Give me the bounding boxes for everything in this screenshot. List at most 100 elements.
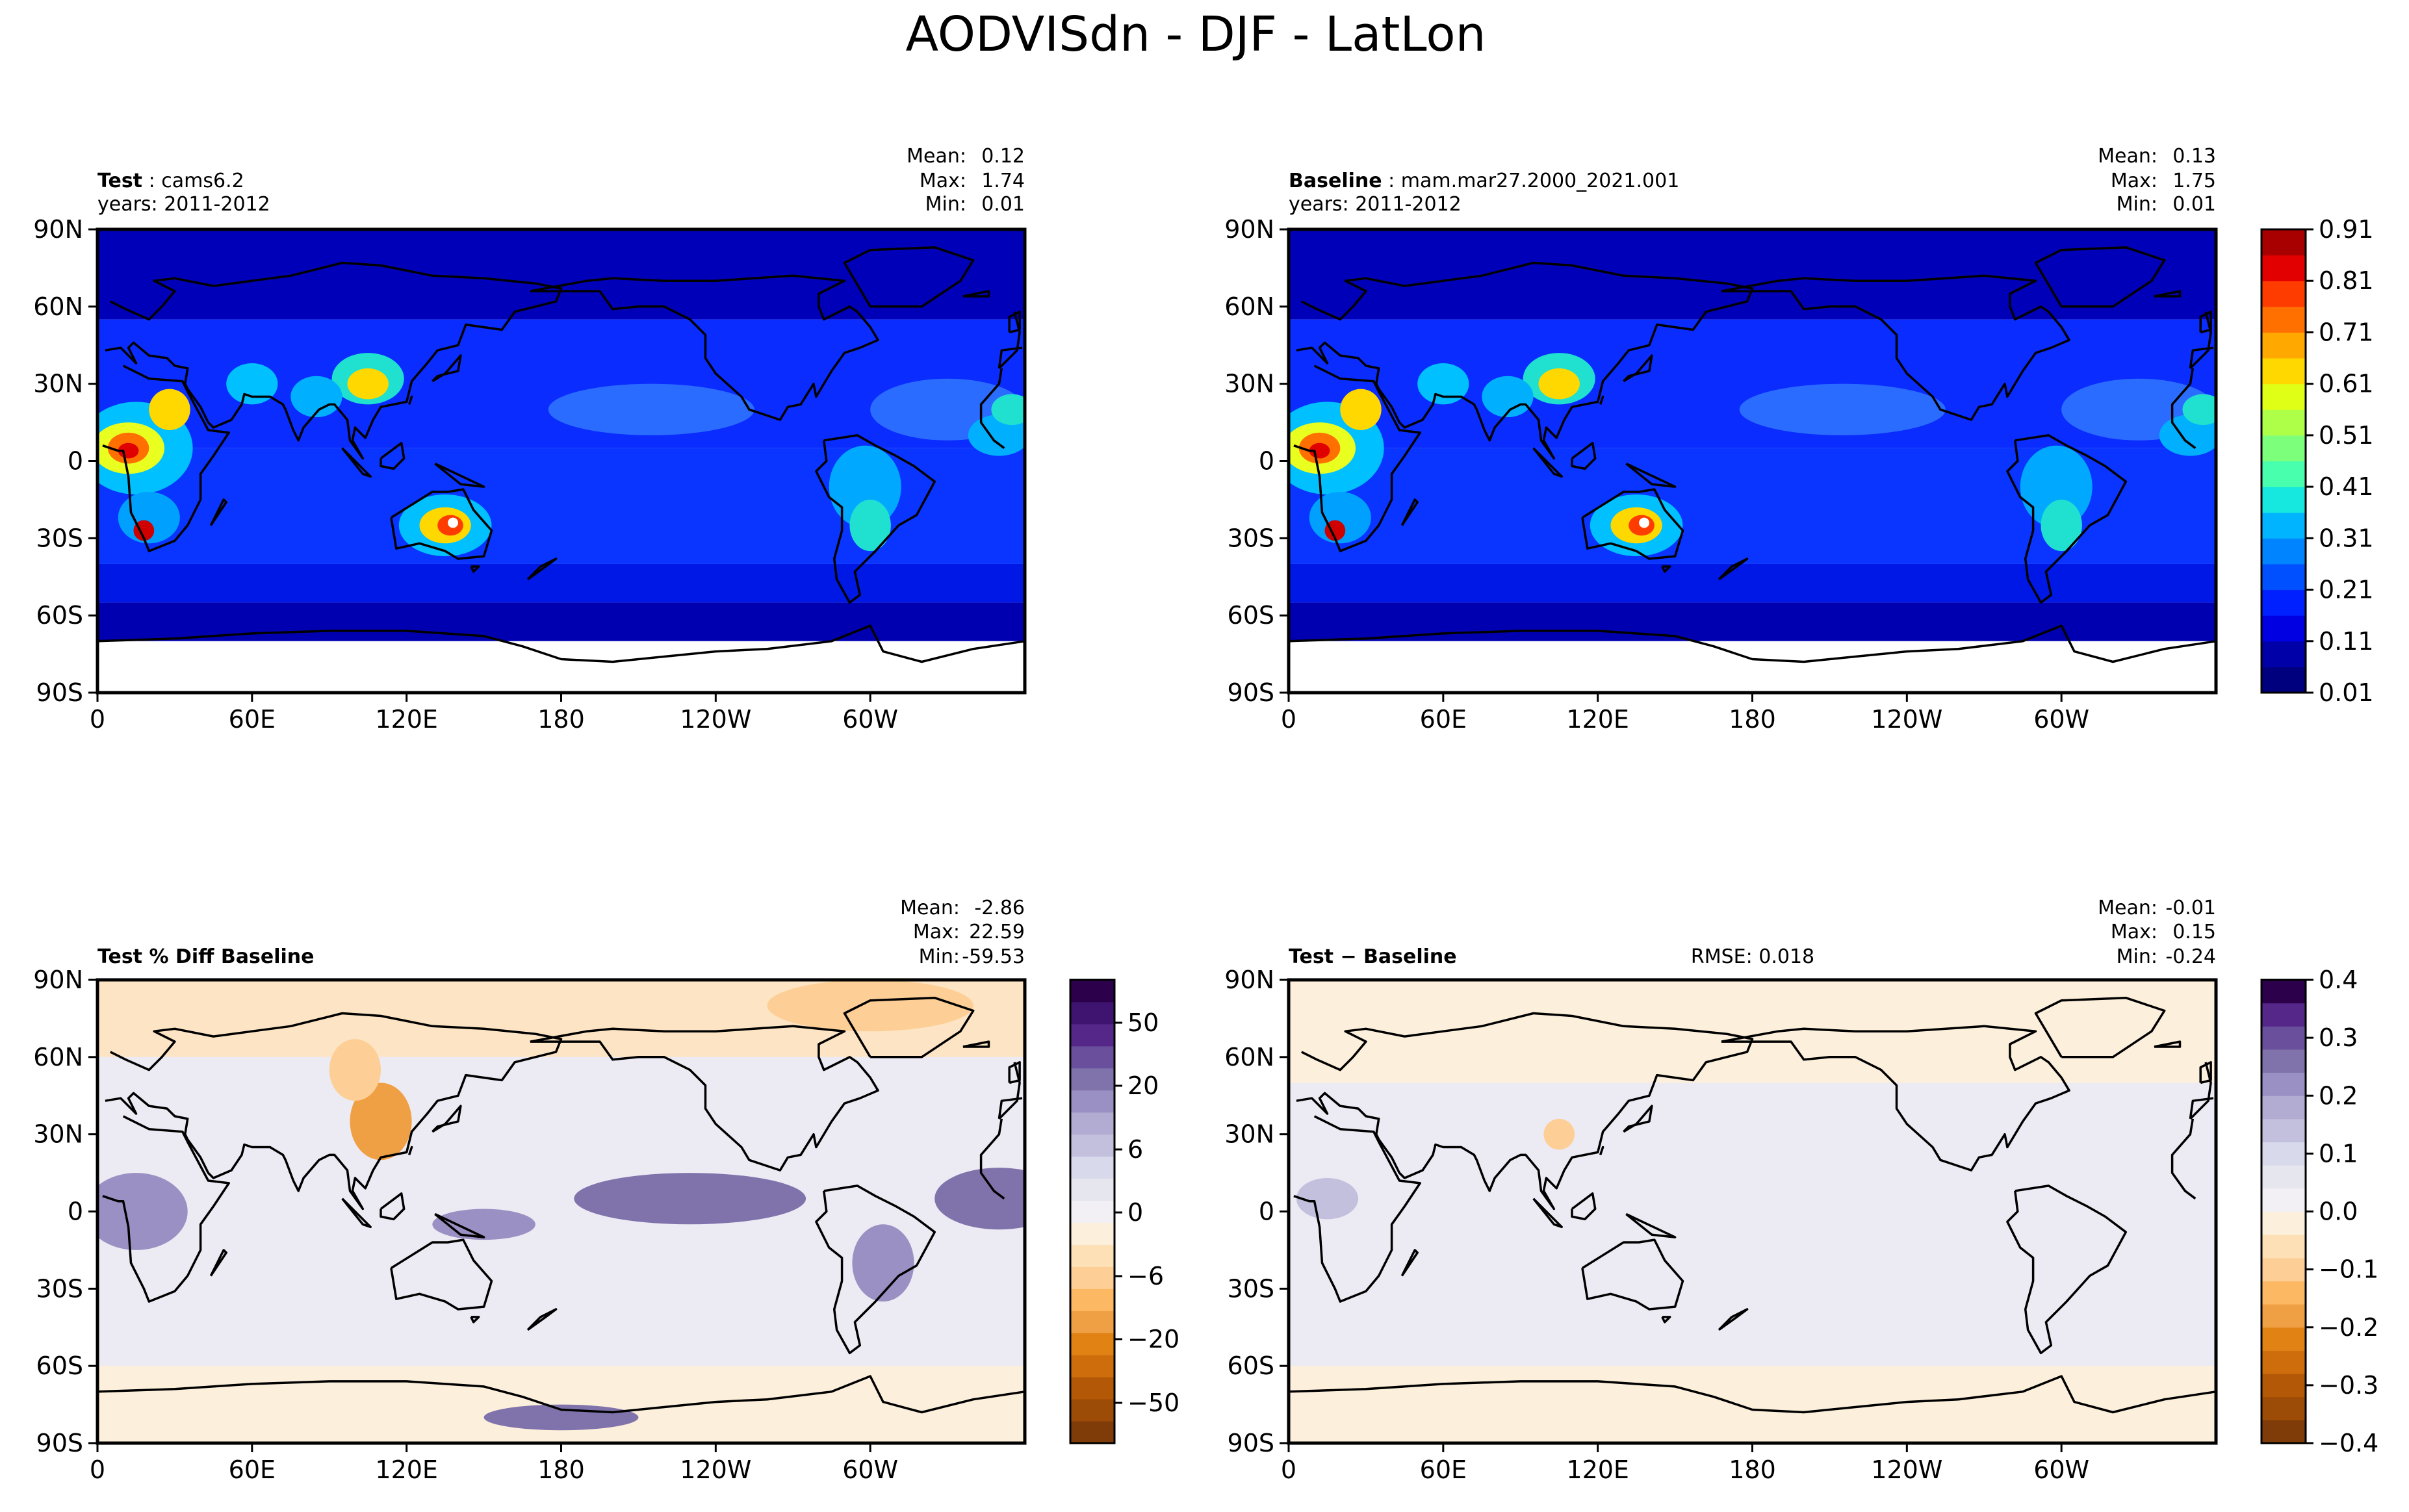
panel-baseline-stat-mean-label: Mean: <box>2098 145 2158 168</box>
coastline <box>380 442 406 470</box>
field-diff-feature <box>350 1083 412 1160</box>
x-tick-label: 60E <box>1420 705 1467 734</box>
field-aerosol-plume <box>448 517 458 528</box>
colorbar-swatch <box>1070 1068 1114 1091</box>
panel-test-case-label: Test : cams6.2 <box>97 170 244 192</box>
coastline <box>2006 434 2128 604</box>
field-aerosol-plume <box>226 363 278 405</box>
coastline <box>1625 462 1677 488</box>
y-tick-label: 30S <box>1228 524 1274 552</box>
y-tick-label: 30N <box>1224 1120 1274 1149</box>
colorbar-swatch <box>1070 1112 1114 1135</box>
panel-baseline-stat-mean: 0.13 <box>2172 145 2216 168</box>
y-tick-label: 30N <box>33 370 83 398</box>
panel-pct-diff-y-axis: 90N 60N 30N 0 30S 60S 90S <box>33 966 97 1457</box>
coastline <box>1625 1212 1677 1238</box>
colorbar-swatch <box>2261 1026 2306 1050</box>
coastline <box>815 434 936 604</box>
colorbar-swatch <box>2261 1396 2306 1420</box>
field-band-north <box>1289 980 2216 1083</box>
coastline <box>1661 565 1671 573</box>
panel-diff-stat-mean-label: Mean: <box>2098 897 2158 919</box>
coastline <box>962 290 990 298</box>
colorbar-tick-label: 0.61 <box>2319 370 2374 398</box>
y-tick-label: 90S <box>1228 1429 1274 1457</box>
field-aerosol-plume <box>1340 389 1382 430</box>
colorbar-tick-label: 0.0 <box>2319 1198 2358 1226</box>
coastline <box>1581 1238 1684 1311</box>
field-aerosol-plume <box>2182 394 2216 426</box>
panel-test-stat-min: 0.01 <box>981 193 1025 216</box>
coastline <box>1721 1025 2070 1172</box>
x-tick-label: 60W <box>842 1455 898 1484</box>
field-antarctica <box>97 641 1025 693</box>
panel-pct-diff-stat-mean-label: Mean: <box>900 897 960 919</box>
colorbar-tick-label: 0.51 <box>2319 421 2374 450</box>
x-tick-label: 180 <box>1729 705 1776 734</box>
colorbar-tick-label: 0.4 <box>2319 966 2358 994</box>
colorbar-tick-label: 6 <box>1127 1135 1143 1164</box>
colorbar-tick-label: 0.81 <box>2319 266 2374 295</box>
field-diff-feature <box>1296 1178 1359 1220</box>
y-tick-label: 90N <box>1224 215 1274 244</box>
x-tick-label: 0 <box>90 1455 105 1484</box>
panel-diff-stat-max: 0.15 <box>2172 921 2216 943</box>
panel-diff-y-axis: 90N 60N 30N 0 30S 60S 90S <box>1224 966 1289 1457</box>
x-tick-label: 120W <box>1871 1455 1942 1484</box>
colorbar-swatch <box>2261 1072 2306 1096</box>
panel-pct-diff-stat-min-label: Min: <box>919 945 960 968</box>
panel-diff-stat-min: -0.24 <box>2165 945 2216 968</box>
y-tick-label: 0 <box>68 1198 83 1226</box>
colorbar-abs: 0.01 0.11 0.21 0.31 0.41 0.51 0.61 0.71 0.81 0.91 <box>2260 215 2374 707</box>
panel-baseline-stat-max-label: Max: <box>2111 170 2158 192</box>
colorbar-swatch <box>1070 1045 1114 1069</box>
colorbar-tick-label: 0.71 <box>2319 318 2374 346</box>
colorbar-swatch <box>2261 435 2306 461</box>
field-aerosol-plume <box>1739 383 1946 435</box>
y-tick-label: 90N <box>33 215 83 244</box>
colorbar-swatch <box>1070 1023 1114 1047</box>
panel-baseline-case-label: Baseline : mam.mar27.2000_2021.001 <box>1289 170 1679 192</box>
coastline <box>2199 311 2212 334</box>
coastline <box>432 354 462 383</box>
field-aerosol-plume <box>991 394 1025 426</box>
field-band-south <box>97 602 1025 641</box>
coastline <box>2199 1061 2212 1084</box>
x-tick-label: 180 <box>537 1455 585 1484</box>
colorbar-swatch <box>2261 229 2306 256</box>
panel-test-field <box>97 229 1025 693</box>
panel-diff-rmse: RMSE: 0.018 <box>1691 945 1814 968</box>
y-tick-label: 0 <box>1259 447 1274 476</box>
coastline <box>1571 442 1597 470</box>
colorbar-swatch <box>1070 1090 1114 1113</box>
panel-pct-diff-field <box>97 980 1025 1443</box>
coastline <box>434 1212 485 1238</box>
field-diff-feature <box>483 1404 639 1431</box>
panel-baseline-stat-min-label: Min: <box>2117 193 2158 216</box>
field-band-mid <box>1289 1083 2216 1366</box>
field-aerosol-plume <box>1417 363 1469 405</box>
colorbar-tick-label: 0.1 <box>2319 1139 2358 1168</box>
y-tick-label: 0 <box>68 447 83 476</box>
field-band-south <box>1289 602 2216 641</box>
x-tick-label: 60W <box>842 705 898 734</box>
coastline <box>1571 1192 1597 1221</box>
coastline <box>432 1105 462 1133</box>
coastline <box>2034 996 2166 1058</box>
coastline <box>1296 261 2214 460</box>
coastline <box>209 1249 227 1277</box>
colorbar-swatch <box>2261 409 2306 436</box>
colorbar-swatch <box>1070 1266 1114 1289</box>
panel-pct-diff: 0 60E 120E 180 120W 60W 90N 60N 30N 0 30S 60S 90S T… <box>33 897 1027 1484</box>
field-diff-feature <box>934 1168 1025 1230</box>
panel-baseline-stat-max: 1.75 <box>2172 170 2216 192</box>
colorbar-diff: 0.4 0.3 0.2 0.1 0.0 −0.1 −0.2 −0.3 −0.4 <box>2260 966 2378 1457</box>
coastline <box>526 557 558 581</box>
coastline <box>526 1308 558 1331</box>
y-tick-label: 30N <box>1224 370 1274 398</box>
y-tick-label: 30N <box>33 1120 83 1149</box>
colorbar-swatch <box>1070 1001 1114 1025</box>
field-diff-feature <box>852 1224 914 1302</box>
coastline <box>1008 311 1021 334</box>
x-tick-label: 120E <box>1566 1455 1629 1484</box>
